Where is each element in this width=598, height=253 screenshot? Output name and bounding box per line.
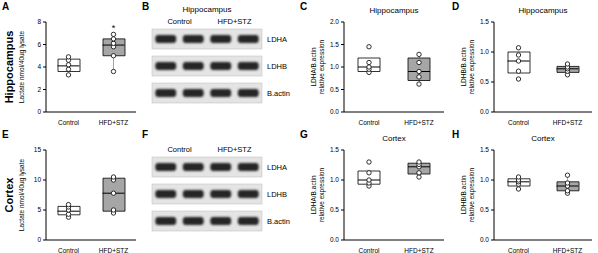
html-text:LDHA/B.actin: LDHA/B.actin bbox=[310, 47, 317, 87]
svg-text:Control: Control bbox=[167, 145, 192, 154]
html-text:Hippocampus: Hippocampus bbox=[3, 30, 15, 104]
svg-text:1.5: 1.5 bbox=[330, 146, 339, 153]
svg-text:*: * bbox=[112, 23, 116, 33]
html-text:A: A bbox=[2, 1, 10, 12]
svg-text:6: 6 bbox=[37, 41, 41, 48]
svg-text:LDHB: LDHB bbox=[267, 190, 287, 199]
svg-text:0.0: 0.0 bbox=[480, 236, 489, 243]
html-text:relative expression: relative expression bbox=[318, 167, 325, 223]
svg-text:B.actin: B.actin bbox=[267, 89, 290, 98]
svg-text:Control: Control bbox=[167, 17, 192, 26]
svg-text:1.5: 1.5 bbox=[480, 146, 489, 153]
html-text:relative expression: relative expression bbox=[468, 167, 475, 223]
html-text:LDHB/B.actin: LDHB/B.actin bbox=[460, 175, 467, 215]
html-text:Cortex: Cortex bbox=[3, 177, 15, 213]
html-text:D: D bbox=[452, 1, 460, 12]
svg-text:HFD+STZ: HFD+STZ bbox=[99, 119, 128, 126]
svg-text:Control: Control bbox=[508, 119, 530, 126]
svg-text:0.5: 0.5 bbox=[480, 206, 489, 213]
svg-text:Control: Control bbox=[359, 119, 381, 126]
html-text:B: B bbox=[142, 1, 150, 12]
svg-text:HFD+STZ: HFD+STZ bbox=[553, 247, 582, 253]
html-text:H: H bbox=[452, 129, 460, 140]
html-text:Hippocampus: Hippocampus bbox=[518, 6, 568, 15]
html-text:C: C bbox=[300, 1, 308, 12]
html-text:F: F bbox=[142, 129, 149, 140]
svg-text:Control: Control bbox=[58, 247, 80, 253]
html-text:E: E bbox=[2, 129, 9, 140]
svg-text:2.0: 2.0 bbox=[330, 18, 339, 25]
svg-text:1.0: 1.0 bbox=[480, 48, 489, 55]
svg-text:LDHB: LDHB bbox=[267, 62, 287, 71]
svg-text:HFD+STZ: HFD+STZ bbox=[99, 247, 128, 253]
svg-text:0: 0 bbox=[37, 236, 41, 243]
svg-text:5: 5 bbox=[37, 206, 41, 213]
svg-text:0.0: 0.0 bbox=[330, 108, 339, 115]
svg-text:1.0: 1.0 bbox=[330, 176, 339, 183]
svg-text:1.0: 1.0 bbox=[330, 63, 339, 70]
svg-text:15: 15 bbox=[34, 146, 42, 153]
html-text:Hippocampus: Hippocampus bbox=[369, 6, 419, 15]
html-text:Cortex: Cortex bbox=[531, 134, 555, 143]
svg-text:1.5: 1.5 bbox=[330, 41, 339, 48]
html-text:relative expression: relative expression bbox=[468, 39, 475, 95]
svg-text:2: 2 bbox=[37, 86, 41, 93]
html-text:LDHB/B.actin: LDHB/B.actin bbox=[460, 47, 467, 87]
svg-text:0.0: 0.0 bbox=[480, 108, 489, 115]
svg-text:HFD+STZ: HFD+STZ bbox=[404, 119, 433, 126]
svg-text:4: 4 bbox=[37, 63, 41, 70]
svg-text:0.5: 0.5 bbox=[480, 78, 489, 85]
svg-text:Control: Control bbox=[508, 247, 530, 253]
svg-text:10: 10 bbox=[34, 176, 42, 183]
svg-text:8: 8 bbox=[37, 18, 41, 25]
svg-text:1.5: 1.5 bbox=[480, 18, 489, 25]
svg-text:Hippocampus: Hippocampus bbox=[183, 5, 232, 14]
svg-text:HFD+STZ: HFD+STZ bbox=[404, 247, 433, 253]
svg-text:HFD+STZ: HFD+STZ bbox=[553, 119, 582, 126]
html-text:Lactate nmol/40ug lysate: Lactate nmol/40ug lysate bbox=[18, 158, 25, 232]
html-text:relative expression: relative expression bbox=[318, 39, 325, 95]
svg-text:Control: Control bbox=[58, 119, 80, 126]
html-text:Lactate nmol/40ug lysate: Lactate nmol/40ug lysate bbox=[18, 30, 25, 104]
svg-text:Control: Control bbox=[359, 247, 381, 253]
svg-text:0.5: 0.5 bbox=[330, 86, 339, 93]
svg-text:0.5: 0.5 bbox=[330, 206, 339, 213]
html-text:G: G bbox=[300, 129, 308, 140]
html-text:Cortex: Cortex bbox=[382, 134, 406, 143]
svg-text:HFD+STZ: HFD+STZ bbox=[218, 17, 252, 26]
svg-text:1.0: 1.0 bbox=[480, 176, 489, 183]
svg-text:0.0: 0.0 bbox=[330, 236, 339, 243]
svg-text:LDHA: LDHA bbox=[267, 35, 287, 44]
svg-text:LDHA: LDHA bbox=[267, 163, 287, 172]
svg-text:HFD+STZ: HFD+STZ bbox=[218, 145, 252, 154]
svg-text:0: 0 bbox=[37, 108, 41, 115]
html-text:LDHA/B.actin: LDHA/B.actin bbox=[310, 175, 317, 215]
svg-text:B.actin: B.actin bbox=[267, 217, 290, 226]
